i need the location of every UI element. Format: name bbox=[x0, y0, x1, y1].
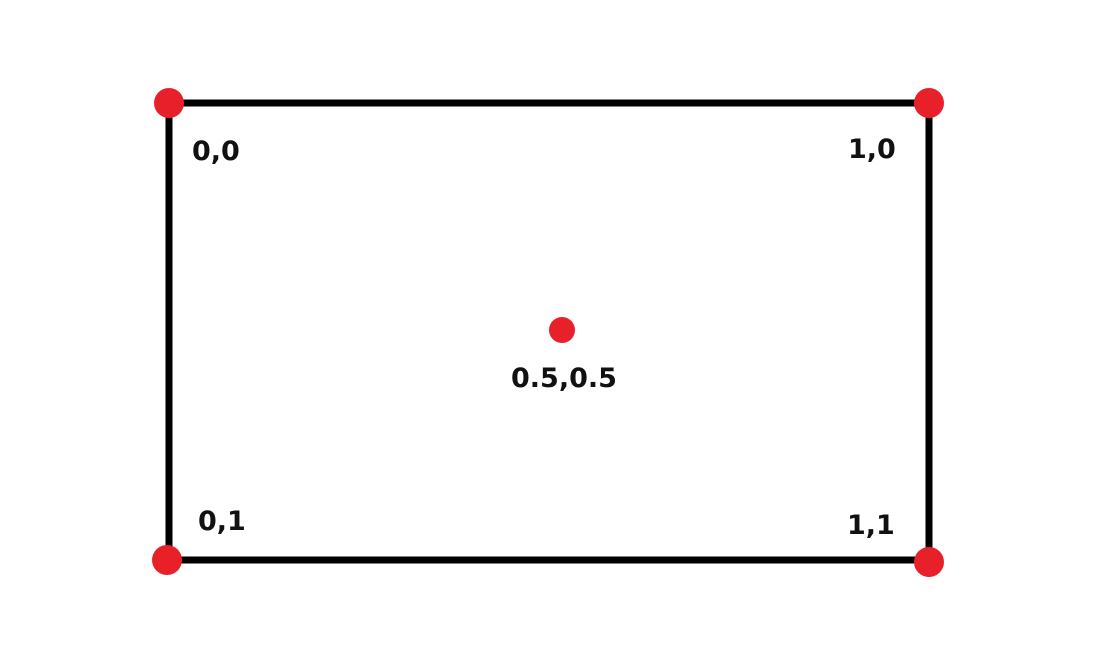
point-center-dot bbox=[549, 317, 575, 343]
point-top-left-label: 0,0 bbox=[192, 136, 240, 167]
point-top-right-label: 1,0 bbox=[848, 134, 896, 165]
unit-rectangle bbox=[165, 99, 933, 564]
point-bottom-right-label: 1,1 bbox=[847, 510, 895, 541]
point-bottom-left-label: 0,1 bbox=[198, 506, 246, 537]
point-center-label: 0.5,0.5 bbox=[511, 363, 617, 394]
point-top-right-dot bbox=[914, 88, 944, 118]
point-top-left-dot bbox=[154, 88, 184, 118]
point-bottom-left-dot bbox=[152, 545, 182, 575]
point-bottom-right-dot bbox=[914, 547, 944, 577]
